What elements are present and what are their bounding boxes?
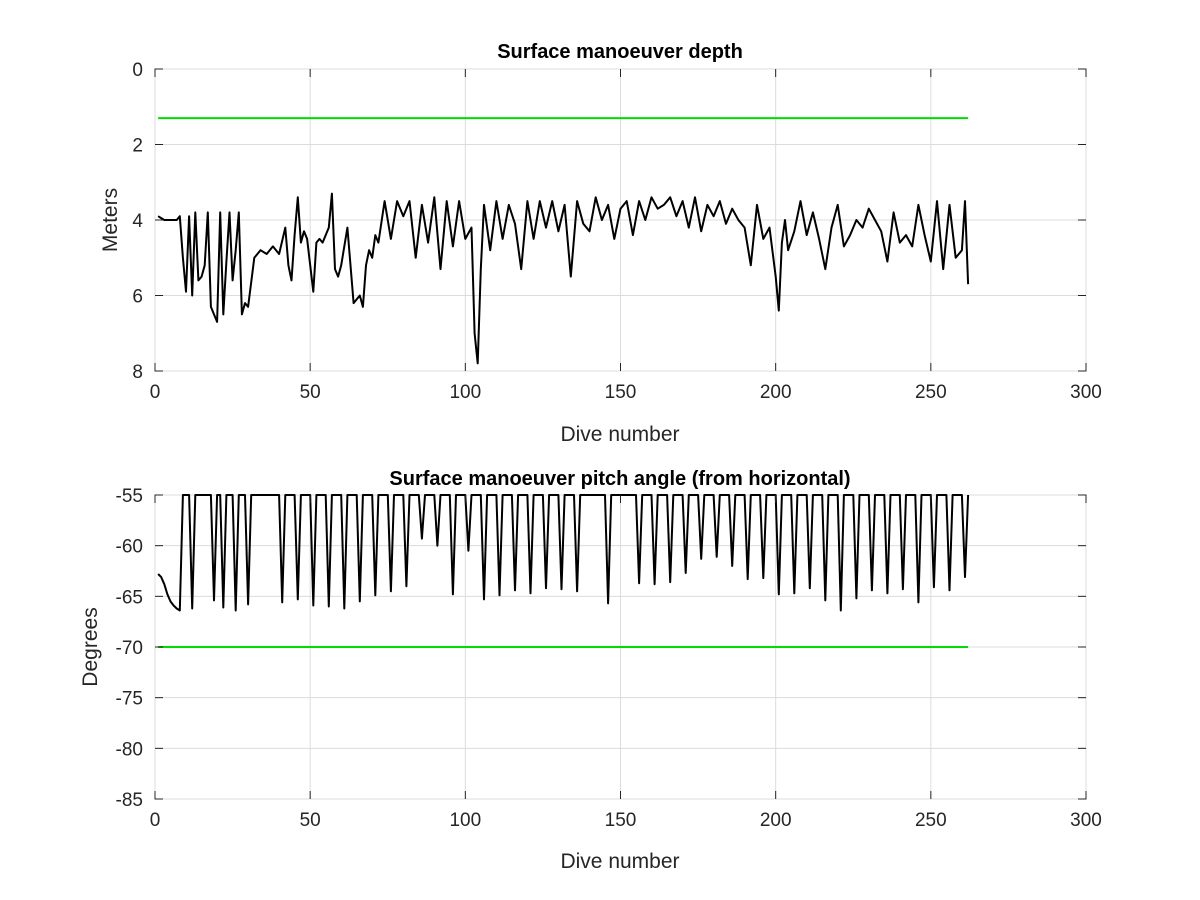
y-tick-label: 6 (132, 287, 143, 308)
y-tick-label: 0 (132, 60, 143, 81)
y-tick-label: -55 (116, 486, 143, 507)
y-tick-label: -60 (116, 537, 143, 558)
x-axis-label: Dive number (560, 423, 679, 446)
grid (154, 68, 1087, 372)
series-line (157, 494, 970, 612)
series-line (157, 192, 970, 365)
y-axis-label: Meters (99, 188, 122, 252)
series-group (157, 117, 970, 365)
y-tick-label: 8 (132, 362, 143, 383)
x-tick-label: 0 (150, 810, 161, 831)
y-tick-label: -85 (116, 790, 143, 811)
pitch-chart: Surface manoeuver pitch angle (from hori… (79, 468, 1102, 873)
y-tick-label: 4 (132, 211, 143, 232)
ticks: 0 50 100 150 200 250 300 0 2 4 6 8 (132, 60, 1101, 403)
x-tick-label: 150 (605, 810, 637, 831)
y-axis-label: Degrees (79, 607, 102, 686)
x-tick-label: 200 (760, 810, 792, 831)
x-tick-label: 200 (760, 382, 792, 403)
x-tick-label: 250 (915, 382, 947, 403)
series-group (157, 494, 970, 648)
y-tick-label: -65 (116, 587, 143, 608)
y-tick-label: 2 (132, 136, 143, 157)
x-tick-label: 50 (300, 810, 321, 831)
x-tick-label: 150 (605, 382, 637, 403)
x-tick-label: 0 (150, 382, 161, 403)
x-axis-label: Dive number (560, 850, 679, 873)
y-tick-label: -70 (116, 638, 143, 659)
x-tick-label: 100 (449, 382, 481, 403)
x-tick-label: 50 (300, 382, 321, 403)
ticks: 0 50 100 150 200 250 300 -55 -60 -65 -70 -75 -80 -85 (116, 486, 1102, 831)
y-tick-label: -80 (116, 739, 143, 760)
chart-title: Surface manoeuver pitch angle (from hori… (389, 468, 850, 490)
x-tick-label: 300 (1070, 810, 1102, 831)
x-tick-label: 250 (915, 810, 947, 831)
y-tick-label: -75 (116, 689, 143, 710)
x-tick-label: 100 (449, 810, 481, 831)
chart-title: Surface manoeuver depth (497, 41, 743, 63)
depth-chart: Surface manoeuver depth 0 50 100 150 200 250 3… (99, 41, 1102, 446)
x-tick-label: 300 (1070, 382, 1102, 403)
